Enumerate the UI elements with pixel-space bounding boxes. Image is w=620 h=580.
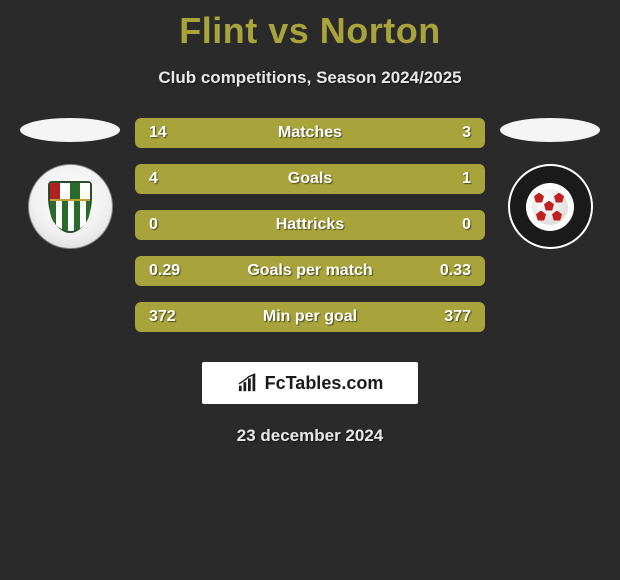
- stat-right-value: 0: [429, 216, 471, 234]
- stat-label: Min per goal: [191, 308, 429, 326]
- stat-right-value: 377: [429, 308, 471, 326]
- stat-label: Goals per match: [191, 262, 429, 280]
- bar-chart-icon: [237, 373, 259, 393]
- stat-left-value: 0: [149, 216, 191, 234]
- stat-row-goals: 4 Goals 1: [135, 164, 485, 194]
- stat-row-goals-per-match: 0.29 Goals per match 0.33: [135, 256, 485, 286]
- left-team-column: [15, 118, 125, 249]
- stat-left-value: 0.29: [149, 262, 191, 280]
- stat-label: Hattricks: [191, 216, 429, 234]
- stat-right-value: 0.33: [429, 262, 471, 280]
- stat-right-value: 1: [429, 170, 471, 188]
- ellipse-decoration: [20, 118, 120, 142]
- shield-icon: [48, 181, 92, 233]
- stat-left-value: 372: [149, 308, 191, 326]
- stat-left-value: 14: [149, 124, 191, 142]
- stat-label: Goals: [191, 170, 429, 188]
- right-team-crest: [508, 164, 593, 249]
- brand-watermark: FcTables.com: [202, 362, 418, 404]
- subtitle: Club competitions, Season 2024/2025: [0, 68, 620, 88]
- left-team-crest: [28, 164, 113, 249]
- stat-row-hattricks: 0 Hattricks 0: [135, 210, 485, 240]
- ellipse-decoration: [500, 118, 600, 142]
- football-icon: [532, 189, 568, 225]
- date-label: 23 december 2024: [0, 426, 620, 446]
- brand-text: FcTables.com: [265, 373, 384, 394]
- stats-column: 14 Matches 3 4 Goals 1 0 Hattricks 0 0.2…: [125, 118, 495, 348]
- stat-right-value: 3: [429, 124, 471, 142]
- right-team-column: [495, 118, 605, 249]
- stat-left-value: 4: [149, 170, 191, 188]
- comparison-panel: 14 Matches 3 4 Goals 1 0 Hattricks 0 0.2…: [0, 118, 620, 348]
- stat-label: Matches: [191, 124, 429, 142]
- stat-row-min-per-goal: 372 Min per goal 377: [135, 302, 485, 332]
- page-title: Flint vs Norton: [0, 10, 620, 52]
- stat-row-matches: 14 Matches 3: [135, 118, 485, 148]
